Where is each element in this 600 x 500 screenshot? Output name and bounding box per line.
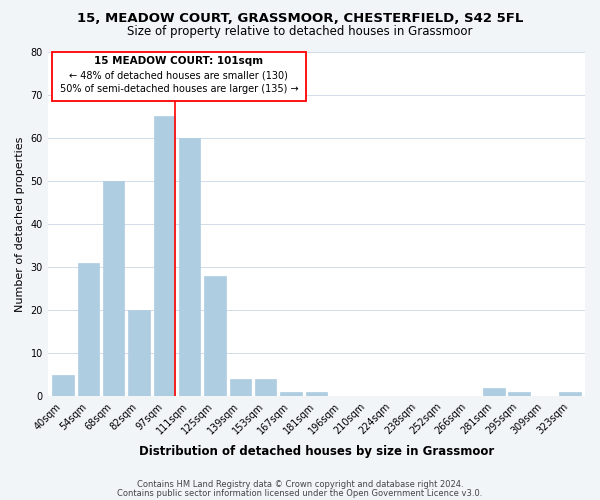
Bar xyxy=(230,379,251,396)
Text: 50% of semi-detached houses are larger (135) →: 50% of semi-detached houses are larger (… xyxy=(59,84,298,94)
Y-axis label: Number of detached properties: Number of detached properties xyxy=(15,136,25,312)
Bar xyxy=(280,392,302,396)
Bar xyxy=(52,375,74,396)
Bar xyxy=(128,310,150,396)
Text: Contains public sector information licensed under the Open Government Licence v3: Contains public sector information licen… xyxy=(118,488,482,498)
Bar xyxy=(483,388,505,396)
Bar xyxy=(77,262,99,396)
Text: ← 48% of detached houses are smaller (130): ← 48% of detached houses are smaller (13… xyxy=(70,70,289,80)
Bar xyxy=(508,392,530,396)
X-axis label: Distribution of detached houses by size in Grassmoor: Distribution of detached houses by size … xyxy=(139,444,494,458)
Bar xyxy=(559,392,581,396)
Text: Contains HM Land Registry data © Crown copyright and database right 2024.: Contains HM Land Registry data © Crown c… xyxy=(137,480,463,489)
FancyBboxPatch shape xyxy=(52,52,306,101)
Text: 15, MEADOW COURT, GRASSMOOR, CHESTERFIELD, S42 5FL: 15, MEADOW COURT, GRASSMOOR, CHESTERFIEL… xyxy=(77,12,523,26)
Bar xyxy=(305,392,327,396)
Text: 15 MEADOW COURT: 101sqm: 15 MEADOW COURT: 101sqm xyxy=(94,56,263,66)
Bar xyxy=(179,138,200,396)
Bar xyxy=(154,116,175,396)
Bar xyxy=(204,276,226,396)
Bar xyxy=(103,181,124,396)
Bar xyxy=(255,379,277,396)
Text: Size of property relative to detached houses in Grassmoor: Size of property relative to detached ho… xyxy=(127,25,473,38)
